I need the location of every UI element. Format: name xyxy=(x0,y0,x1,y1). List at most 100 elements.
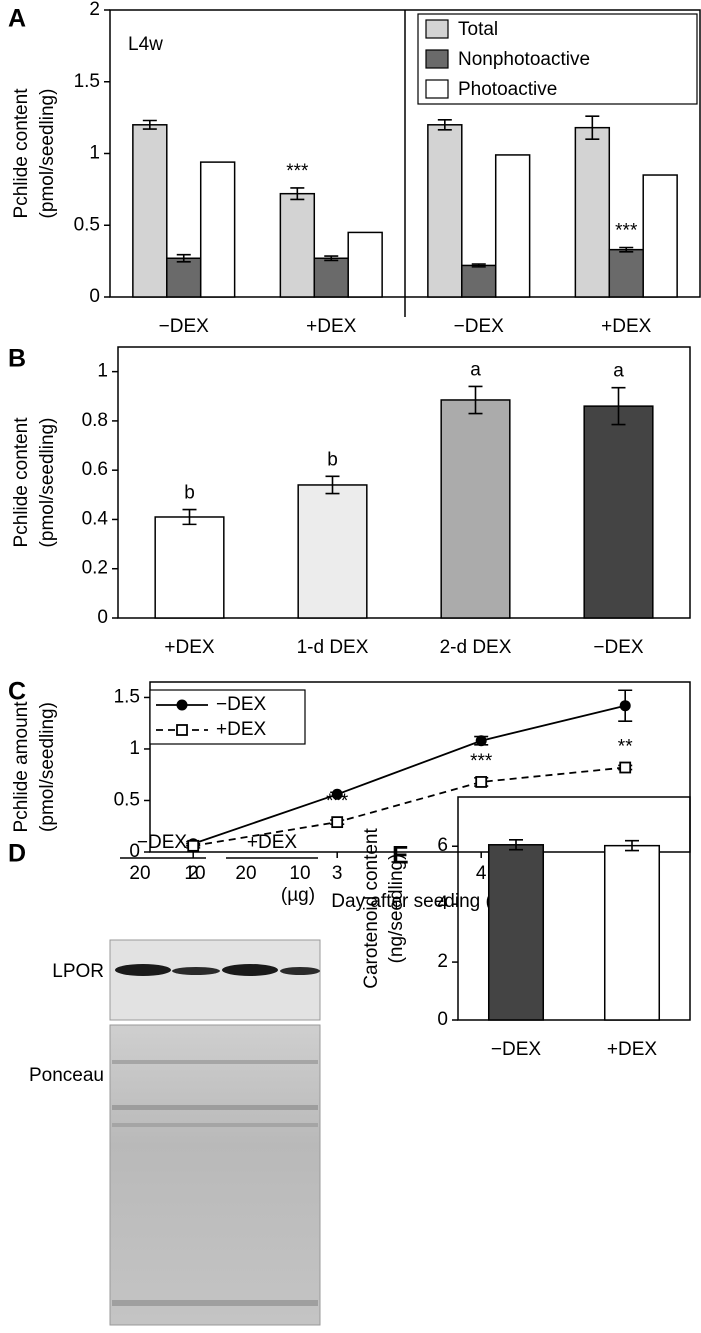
bar xyxy=(279,192,316,298)
ponceau-band xyxy=(112,1300,318,1306)
bar xyxy=(427,124,463,298)
x-tick-label: +DEX xyxy=(306,316,356,337)
y-axis-label: (pmol/seedling) xyxy=(37,702,58,832)
blot-panel: D −DEX +DEX 20 10 20 10 (µg) LPOR Poncea… xyxy=(8,832,321,1326)
panel-label: D xyxy=(8,840,26,868)
y-axis-label: Pchlide content xyxy=(11,88,32,219)
x-tick-label: 2 xyxy=(188,863,199,884)
bar xyxy=(487,844,545,1021)
error-bar xyxy=(437,118,452,131)
marker xyxy=(475,735,487,747)
x-tick-label: −DEX xyxy=(593,637,643,658)
panel-label: A xyxy=(8,5,26,33)
y-axis-label: (pmol/seedling) xyxy=(37,89,58,219)
legend-swatch xyxy=(425,49,449,69)
error-bar xyxy=(325,475,340,495)
bar xyxy=(440,399,511,619)
group-label: L4w xyxy=(128,34,163,55)
bar xyxy=(313,257,349,298)
x-tick-label: 1-d DEX xyxy=(297,637,369,658)
annotation: b xyxy=(184,483,195,504)
y-tick-label: 0 xyxy=(129,841,140,862)
bar xyxy=(166,257,202,298)
x-tick-label: 3 xyxy=(332,863,343,884)
lane-label: 20 xyxy=(235,863,256,884)
panel-label: B xyxy=(8,345,26,373)
panel-label: E xyxy=(392,842,409,870)
y-tick-label: 0 xyxy=(89,286,100,307)
annotation: ** xyxy=(618,737,633,758)
plot-frame xyxy=(457,796,691,1021)
marker xyxy=(331,788,343,800)
unit-label: (µg) xyxy=(281,885,315,906)
annotation: a xyxy=(470,359,481,380)
annotation: *** xyxy=(286,161,309,182)
y-tick-label: 2 xyxy=(89,0,100,20)
y-tick-label: 1 xyxy=(129,738,140,759)
blot-band xyxy=(172,967,220,975)
y-tick-label: 0.6 xyxy=(82,459,108,480)
marker xyxy=(187,839,200,852)
group-label: −DEX xyxy=(137,832,187,853)
ponceau-band xyxy=(112,1060,318,1064)
line xyxy=(192,704,626,845)
blot-band xyxy=(280,967,320,975)
y-tick-label: 0.5 xyxy=(114,790,140,811)
legend-marker xyxy=(176,699,188,711)
bar xyxy=(608,248,644,298)
y-tick-label: 1.5 xyxy=(74,71,100,92)
legend-box xyxy=(149,689,306,745)
bar xyxy=(603,844,661,1021)
bar xyxy=(297,484,368,619)
error-bar xyxy=(468,385,483,415)
marker xyxy=(619,761,632,774)
error-bar xyxy=(290,187,305,201)
legend-label: Total xyxy=(458,19,498,40)
blot-band xyxy=(222,964,278,976)
y-tick-label: 0.5 xyxy=(74,214,100,235)
y-tick-label: 0.2 xyxy=(82,558,108,579)
plot-frame xyxy=(149,681,691,853)
bar xyxy=(154,516,225,619)
y-tick-label: 6 xyxy=(437,835,448,856)
x-tick-label: +DEX xyxy=(164,637,214,658)
row-label: Ponceau xyxy=(29,1065,104,1086)
x-axis-label: Day after seeding (d) xyxy=(331,891,508,912)
x-tick-label: +DEX xyxy=(607,1039,657,1060)
ponceau-band xyxy=(112,1123,318,1127)
y-axis-label: Pchlide amount xyxy=(11,701,32,833)
y-axis-label: (pmol/seedling) xyxy=(37,418,58,548)
bar xyxy=(199,161,236,298)
error-bar xyxy=(142,119,157,130)
x-tick-label: 2-d DEX xyxy=(440,637,512,658)
line xyxy=(193,766,626,847)
ponceau-image xyxy=(109,1024,321,1326)
blot-image xyxy=(109,939,321,1021)
legend-swatch xyxy=(425,19,449,39)
legend-marker xyxy=(176,724,188,736)
y-tick-label: 2 xyxy=(437,951,448,972)
y-tick-label: 1 xyxy=(97,361,108,382)
error-bar xyxy=(611,386,626,426)
blot-band xyxy=(115,964,171,976)
y-tick-label: 0 xyxy=(97,607,108,628)
legend-label: +DEX xyxy=(216,719,266,740)
error-bar xyxy=(324,255,339,262)
legend-label: Photoactive xyxy=(458,79,557,100)
error-bar xyxy=(619,246,634,253)
legend-swatch xyxy=(425,79,449,99)
y-tick-label: 0.8 xyxy=(82,410,108,431)
error-bar xyxy=(182,508,197,526)
marker xyxy=(331,816,344,829)
bar xyxy=(494,154,531,298)
group-label: +DEX xyxy=(247,832,297,853)
bar xyxy=(583,405,654,619)
bar xyxy=(642,174,678,298)
y-tick-label: 1.5 xyxy=(114,686,140,707)
bar xyxy=(347,231,383,298)
error-bar xyxy=(625,839,639,852)
y-tick-label: 0.4 xyxy=(82,508,109,529)
lane-label: 10 xyxy=(289,863,310,884)
error-bar xyxy=(585,115,600,140)
